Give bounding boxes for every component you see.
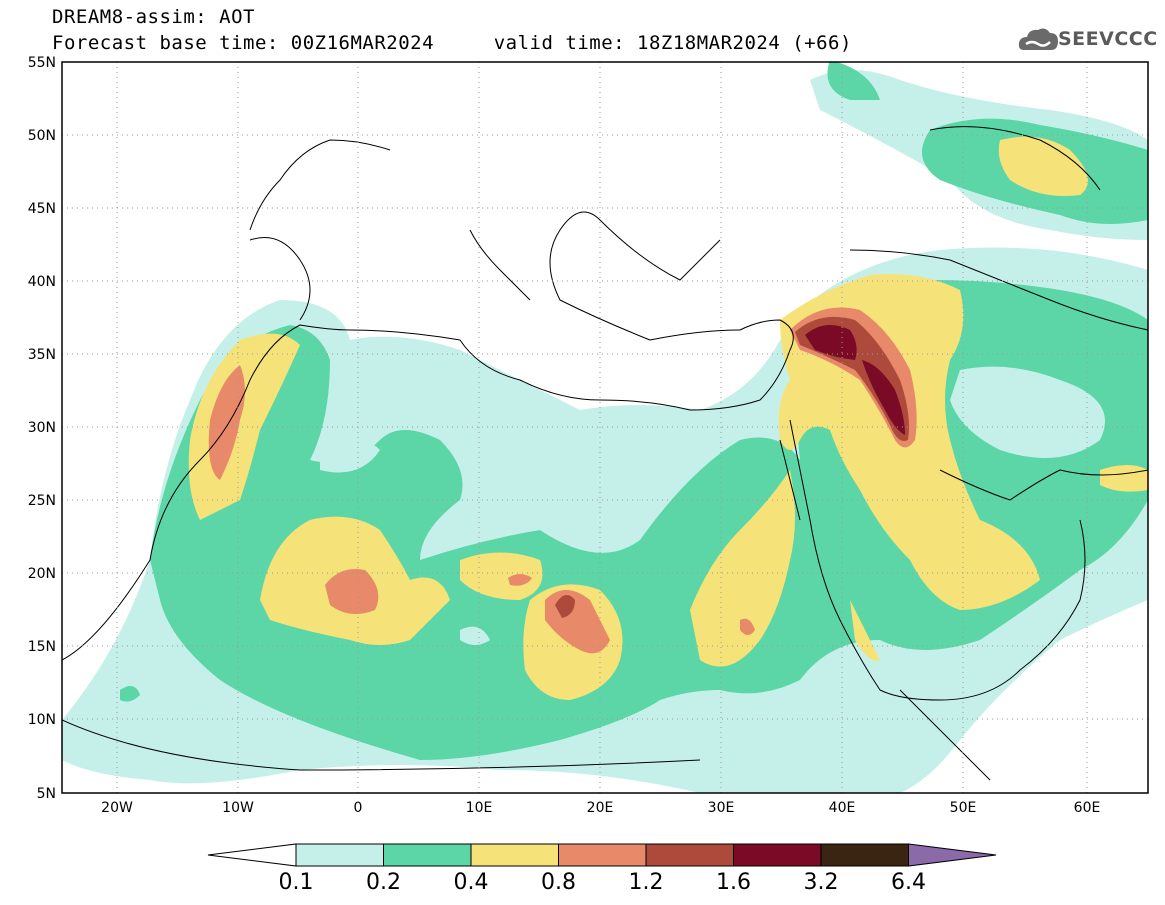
- logo-text: SEEVCCC: [1058, 28, 1158, 50]
- colorbar-label: 0.1: [278, 870, 314, 895]
- lat-tick: 5N: [37, 786, 56, 802]
- lat-tick: 55N: [28, 55, 56, 71]
- lon-tick: 20E: [587, 800, 614, 816]
- lon-tick: 50E: [950, 800, 977, 816]
- lat-axis: 55N 50N 45N 40N 35N 30N 25N 20N 15N 10N …: [28, 55, 56, 802]
- colorbar-swatch: [733, 843, 822, 867]
- lon-axis: 20W 10W 0 10E 20E 30E 40E 50E 60E: [101, 800, 1100, 816]
- colorbar-swatch: [645, 843, 734, 867]
- lat-tick: 50N: [28, 128, 56, 144]
- colorbar-label: 1.6: [716, 870, 751, 895]
- cloud-logo-icon: [1018, 28, 1058, 50]
- gridlines: [62, 62, 1148, 793]
- lat-tick: 10N: [28, 712, 56, 728]
- lat-tick: 20N: [28, 566, 56, 582]
- forecast-times: Forecast base time: 00Z16MAR2024 valid t…: [52, 32, 852, 54]
- lon-tick: 20W: [101, 800, 133, 816]
- colorbar-label: 0.4: [453, 870, 489, 895]
- colorbar-label: 0.8: [541, 870, 576, 895]
- colorbar-label: 0.2: [366, 870, 401, 895]
- colorbar-swatch: [820, 843, 909, 867]
- colorbar-high-arrow: [908, 843, 997, 867]
- lon-tick: 30E: [708, 800, 735, 816]
- colorbar-label: 3.2: [803, 870, 839, 895]
- aot-field: [62, 62, 1148, 793]
- colorbar-label: 1.2: [628, 870, 664, 895]
- colorbar-swatch: [558, 843, 647, 867]
- colorbar-swatch: [295, 843, 384, 867]
- colorbar-swatch: [383, 843, 472, 867]
- lat-tick: 25N: [28, 493, 56, 509]
- lat-tick: 15N: [28, 639, 56, 655]
- lon-tick: 0: [354, 800, 363, 816]
- colorbar-label: 6.4: [891, 870, 926, 895]
- coastlines: [62, 126, 1148, 781]
- colorbar: [207, 843, 997, 867]
- colorbar-low-arrow: [207, 843, 297, 867]
- lon-tick: 10E: [466, 800, 493, 816]
- lat-tick: 30N: [28, 420, 56, 436]
- colorbar-swatch: [470, 843, 559, 867]
- chart-title: DREAM8-assim: AOT: [52, 6, 255, 28]
- lat-tick: 35N: [28, 347, 56, 363]
- lon-tick: 40E: [829, 800, 856, 816]
- lat-tick: 40N: [28, 274, 56, 290]
- map-frame: [61, 61, 1149, 794]
- lat-tick: 45N: [28, 201, 56, 217]
- lon-tick: 60E: [1074, 800, 1101, 816]
- lon-tick: 10W: [222, 800, 254, 816]
